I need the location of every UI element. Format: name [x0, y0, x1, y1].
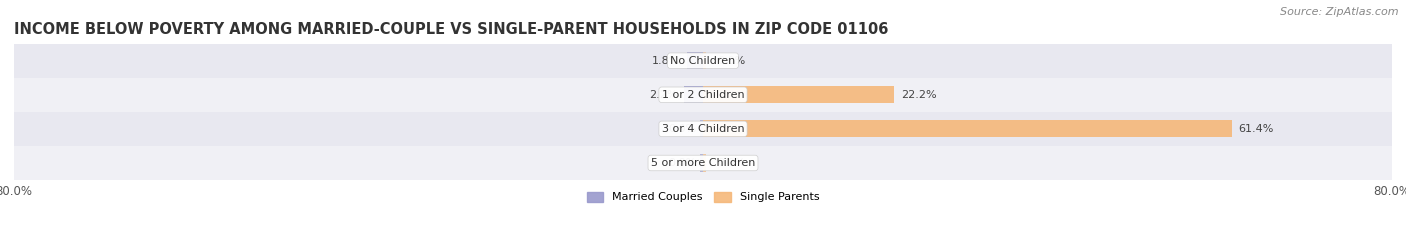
Text: 2.2%: 2.2%	[648, 90, 678, 100]
Text: 1 or 2 Children: 1 or 2 Children	[662, 90, 744, 100]
Bar	[688, 52, 703, 69]
Text: 5 or more Children: 5 or more Children	[651, 158, 755, 168]
Text: 61.4%: 61.4%	[1239, 124, 1274, 134]
Legend: Married Couples, Single Parents: Married Couples, Single Parents	[582, 187, 824, 207]
Bar	[700, 154, 703, 171]
Bar	[703, 52, 706, 69]
Bar	[703, 120, 1232, 137]
Bar	[700, 120, 703, 137]
Text: 22.2%: 22.2%	[901, 90, 936, 100]
Bar	[14, 78, 1392, 112]
Text: No Children: No Children	[671, 56, 735, 66]
Text: 1.8%: 1.8%	[652, 56, 681, 66]
Text: Source: ZipAtlas.com: Source: ZipAtlas.com	[1281, 7, 1399, 17]
Bar	[14, 44, 1392, 78]
Text: 0.0%: 0.0%	[668, 158, 696, 168]
Bar	[685, 86, 703, 103]
Bar	[14, 112, 1392, 146]
Text: 3 or 4 Children: 3 or 4 Children	[662, 124, 744, 134]
Bar	[703, 86, 894, 103]
Bar	[703, 154, 706, 171]
Text: 0.0%: 0.0%	[717, 158, 745, 168]
Text: INCOME BELOW POVERTY AMONG MARRIED-COUPLE VS SINGLE-PARENT HOUSEHOLDS IN ZIP COD: INCOME BELOW POVERTY AMONG MARRIED-COUPL…	[14, 22, 889, 37]
Bar	[14, 146, 1392, 180]
Text: 0.0%: 0.0%	[668, 124, 696, 134]
Text: 0.0%: 0.0%	[717, 56, 745, 66]
